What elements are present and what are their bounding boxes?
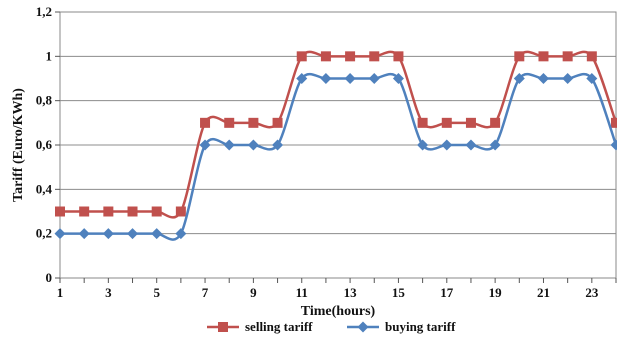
y-tick-label: 0,6: [36, 137, 53, 152]
data-point: [200, 118, 210, 128]
data-point: [79, 207, 89, 217]
data-point: [103, 228, 114, 239]
legend-item: selling tariff: [207, 319, 313, 334]
x-tick-label: 23: [585, 285, 599, 300]
x-tick-label: 5: [153, 285, 160, 300]
data-point: [79, 228, 90, 239]
series-buying-tariff: [55, 73, 617, 240]
legend-label: selling tariff: [245, 319, 313, 334]
data-point: [369, 51, 379, 61]
data-point: [538, 73, 549, 84]
x-tick-label: 15: [392, 285, 406, 300]
x-axis-title: Time(hours): [301, 304, 376, 319]
data-point: [587, 51, 597, 61]
data-point: [442, 118, 452, 128]
data-point: [418, 118, 428, 128]
data-point: [151, 228, 162, 239]
x-tick-label: 19: [489, 285, 503, 300]
legend: selling tariff buying tariff: [207, 319, 456, 334]
data-point: [297, 51, 307, 61]
x-tick-label: 11: [296, 285, 308, 300]
data-point: [466, 118, 476, 128]
data-point: [273, 118, 283, 128]
data-point: [224, 118, 234, 128]
data-point: [611, 118, 617, 128]
data-point: [538, 51, 548, 61]
data-point: [465, 140, 476, 151]
data-point: [248, 140, 259, 151]
legend-marker: [358, 322, 369, 333]
x-tick-label: 1: [57, 285, 64, 300]
data-point: [103, 207, 113, 217]
y-tick-label: 1: [46, 48, 53, 63]
data-point: [320, 73, 331, 84]
series-line: [60, 74, 616, 240]
x-tick-label: 21: [537, 285, 550, 300]
x-tick-label: 9: [250, 285, 257, 300]
y-tick-label: 1,2: [36, 4, 52, 19]
data-point: [562, 73, 573, 84]
data-point: [345, 51, 355, 61]
data-point: [563, 51, 573, 61]
data-point: [127, 228, 138, 239]
legend-label: buying tariff: [385, 319, 456, 334]
x-tick-label: 13: [344, 285, 358, 300]
x-tick-label: 7: [202, 285, 209, 300]
y-tick-label: 0: [46, 270, 53, 285]
data-point: [55, 228, 66, 239]
data-point: [152, 207, 162, 217]
y-tick-label: 0,4: [36, 181, 53, 196]
data-point: [441, 140, 452, 151]
data-point: [224, 140, 235, 151]
data-point: [514, 51, 524, 61]
data-point: [321, 51, 331, 61]
data-point: [393, 51, 403, 61]
data-point: [55, 207, 65, 217]
legend-marker: [218, 322, 228, 332]
data-point: [128, 207, 138, 217]
y-axis-title: Tariff (Euro/KWh): [11, 88, 26, 202]
legend-item: buying tariff: [347, 319, 456, 334]
x-tick-label: 17: [440, 285, 454, 300]
y-tick-label: 0,8: [36, 93, 53, 108]
series-line: [60, 52, 616, 218]
data-point: [176, 207, 186, 217]
data-point: [369, 73, 380, 84]
data-point: [345, 73, 356, 84]
y-tick-label: 0,2: [36, 226, 52, 241]
data-point: [490, 118, 500, 128]
data-point: [248, 118, 258, 128]
x-tick-label: 3: [105, 285, 112, 300]
